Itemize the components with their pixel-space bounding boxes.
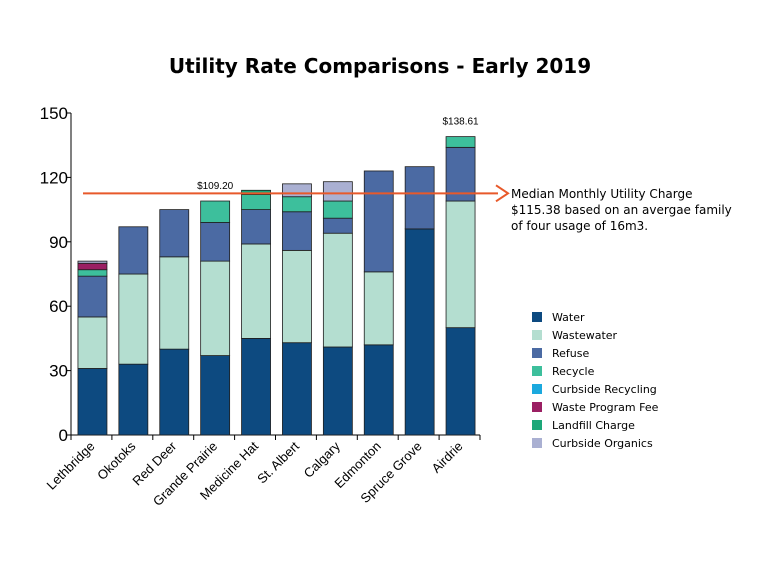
- bar-segment: [363, 170, 394, 273]
- bar-segment: [241, 209, 271, 245]
- legend-item: Curbside Organics: [532, 434, 658, 452]
- bar-segment: [282, 183, 312, 198]
- bar-segment: [445, 136, 476, 148]
- legend-item: Waste Program Fee: [532, 398, 658, 416]
- legend-swatch: [532, 438, 542, 448]
- legend-swatch: [532, 402, 542, 412]
- bar-segment: [200, 222, 231, 262]
- legend-label: Landfill Charge: [552, 418, 635, 432]
- legend-swatch: [532, 312, 542, 322]
- legend-label: Water: [552, 310, 585, 324]
- bar-segment: [322, 346, 353, 436]
- median-line-arrowhead: [495, 184, 510, 203]
- bar-segment: [77, 269, 108, 277]
- bar-segment: [241, 194, 271, 211]
- bar-segment: [404, 166, 435, 230]
- bar-segment: [445, 327, 476, 436]
- y-tick-label: 60: [49, 297, 68, 316]
- bar-segment: [322, 217, 353, 234]
- bar-segment: [322, 232, 353, 348]
- bar-segment: [77, 368, 108, 436]
- legend-item: Wastewater: [532, 326, 658, 344]
- y-tick-label: 30: [49, 362, 68, 381]
- legend-item: Refuse: [532, 344, 658, 362]
- bar-segment: [445, 200, 476, 329]
- bar-segment: [118, 226, 149, 275]
- bar-segment: [282, 196, 312, 213]
- bar-segment: [159, 348, 190, 436]
- bar-segment: [77, 262, 108, 271]
- legend-swatch: [532, 348, 542, 358]
- bar-segment: [241, 337, 271, 436]
- median-annotation: Median Monthly Utility Charge $115.38 ba…: [511, 187, 732, 233]
- bar-segment: [77, 260, 108, 264]
- chart-title: Utility Rate Comparisons - Early 2019: [168, 54, 592, 78]
- legend-item: Landfill Charge: [532, 416, 658, 434]
- bar-segment: [77, 275, 108, 318]
- y-tick-label: 150: [40, 104, 68, 123]
- bar-segment: [159, 209, 190, 258]
- y-tick-label: 0: [59, 426, 68, 445]
- bar-segment: [363, 344, 394, 436]
- bar-segment: [404, 228, 435, 436]
- bar-segment: [445, 146, 476, 202]
- legend-item: Water: [532, 308, 658, 326]
- legend-swatch: [532, 384, 542, 394]
- bar-segment: [77, 316, 108, 369]
- y-tick-label: 90: [49, 233, 68, 252]
- x-tick-label: Lethbridge: [44, 439, 98, 493]
- legend-swatch: [532, 330, 542, 340]
- bar-segment: [200, 260, 231, 356]
- x-tick-label: Airdrie: [428, 439, 465, 476]
- legend-label: Waste Program Fee: [552, 400, 659, 414]
- legend-label: Recycle: [552, 364, 595, 378]
- x-tick-label: St. Albert: [254, 438, 302, 486]
- legend-label: Curbside Recycling: [552, 382, 657, 396]
- bar-segment: [200, 200, 231, 223]
- data-label: $138.61: [442, 117, 479, 128]
- bar-segment: [282, 211, 312, 251]
- bar-segment: [159, 256, 190, 350]
- legend-label: Curbside Organics: [552, 436, 653, 450]
- bar-segment: [241, 243, 271, 339]
- bar-segment: [282, 342, 312, 436]
- legend: Water Wastewater Refuse Recycle Curbside Rec…: [532, 308, 658, 452]
- legend-swatch: [532, 420, 542, 430]
- bar-segment: [322, 181, 353, 202]
- bar-segment: [322, 200, 353, 219]
- bar-segment: [282, 249, 312, 344]
- legend-swatch: [532, 366, 542, 376]
- bar-segment: [118, 273, 149, 365]
- legend-item: Recycle: [532, 362, 658, 380]
- y-tick-label: 120: [40, 168, 68, 187]
- legend-label: Refuse: [552, 346, 590, 360]
- data-label: $109.20: [197, 181, 234, 192]
- legend-item: Curbside Recycling: [532, 380, 658, 398]
- bar-segment: [118, 363, 149, 436]
- bar-segment: [363, 271, 394, 346]
- legend-label: Wastewater: [552, 328, 618, 342]
- bar-segment: [200, 355, 231, 436]
